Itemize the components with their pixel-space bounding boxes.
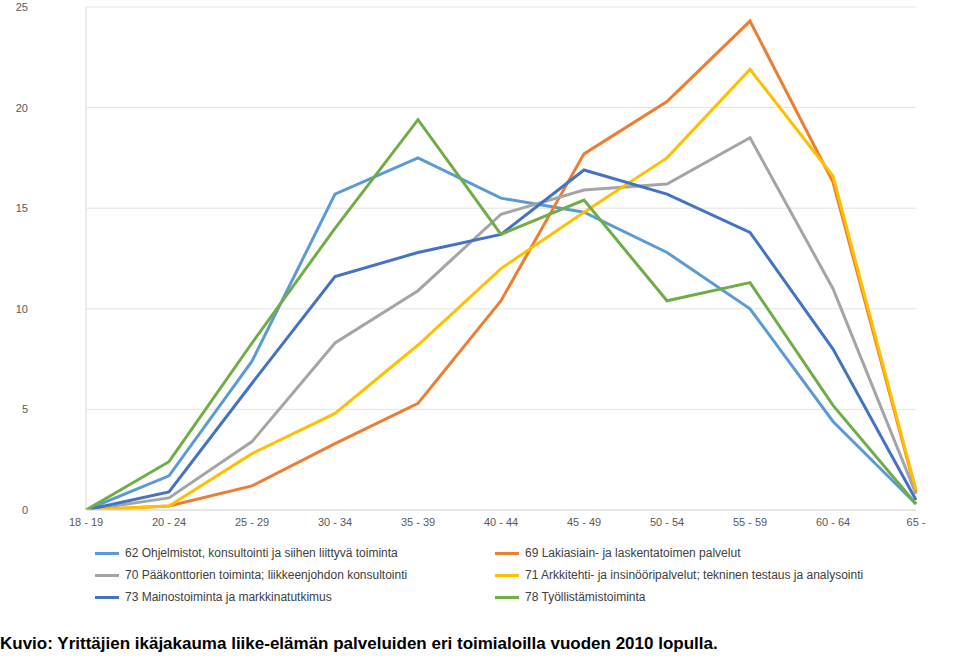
svg-text:55 - 59: 55 - 59	[733, 516, 767, 528]
svg-text:25: 25	[16, 1, 28, 13]
svg-text:45 - 49: 45 - 49	[567, 516, 601, 528]
html-text:62 Ohjelmistot, konsultointi j: 62 Ohjelmistot, konsultointi ja siihen l…	[125, 546, 398, 560]
html-text:Kuvio: Yrittäjien ikäjakauma l: Kuvio: Yrittäjien ikäjakauma liike-elämä…	[0, 634, 718, 653]
svg-text:35 - 39: 35 - 39	[401, 516, 435, 528]
html-text:78 Työllistämistoiminta: 78 Työllistämistoiminta	[525, 590, 646, 604]
html-text:70 Pääkonttorien toiminta; lii: 70 Pääkonttorien toiminta; liikkeenjohdo…	[125, 568, 408, 582]
svg-text:15: 15	[16, 202, 28, 214]
html-text:69 Lakiasiain- ja laskentatoim: 69 Lakiasiain- ja laskentatoimen palvelu…	[525, 546, 741, 560]
svg-text:5: 5	[22, 403, 28, 415]
svg-text:18 - 19: 18 - 19	[69, 516, 103, 528]
svg-text:20 - 24: 20 - 24	[152, 516, 186, 528]
svg-text:10: 10	[16, 303, 28, 315]
svg-text:20: 20	[16, 102, 28, 114]
svg-text:0: 0	[22, 504, 28, 516]
svg-text:65 -: 65 -	[907, 516, 926, 528]
svg-text:30 - 34: 30 - 34	[318, 516, 352, 528]
svg-text:25 - 29: 25 - 29	[235, 516, 269, 528]
html-text:73 Mainostoiminta ja markkinat: 73 Mainostoiminta ja markkinatutkimus	[125, 590, 332, 604]
svg-text:40 - 44: 40 - 44	[484, 516, 518, 528]
svg-text:50 - 54: 50 - 54	[650, 516, 684, 528]
html-text:71 Arkkitehti- ja insinööripal: 71 Arkkitehti- ja insinööripalvelut; tek…	[525, 568, 864, 582]
svg-text:60 - 64: 60 - 64	[816, 516, 850, 528]
